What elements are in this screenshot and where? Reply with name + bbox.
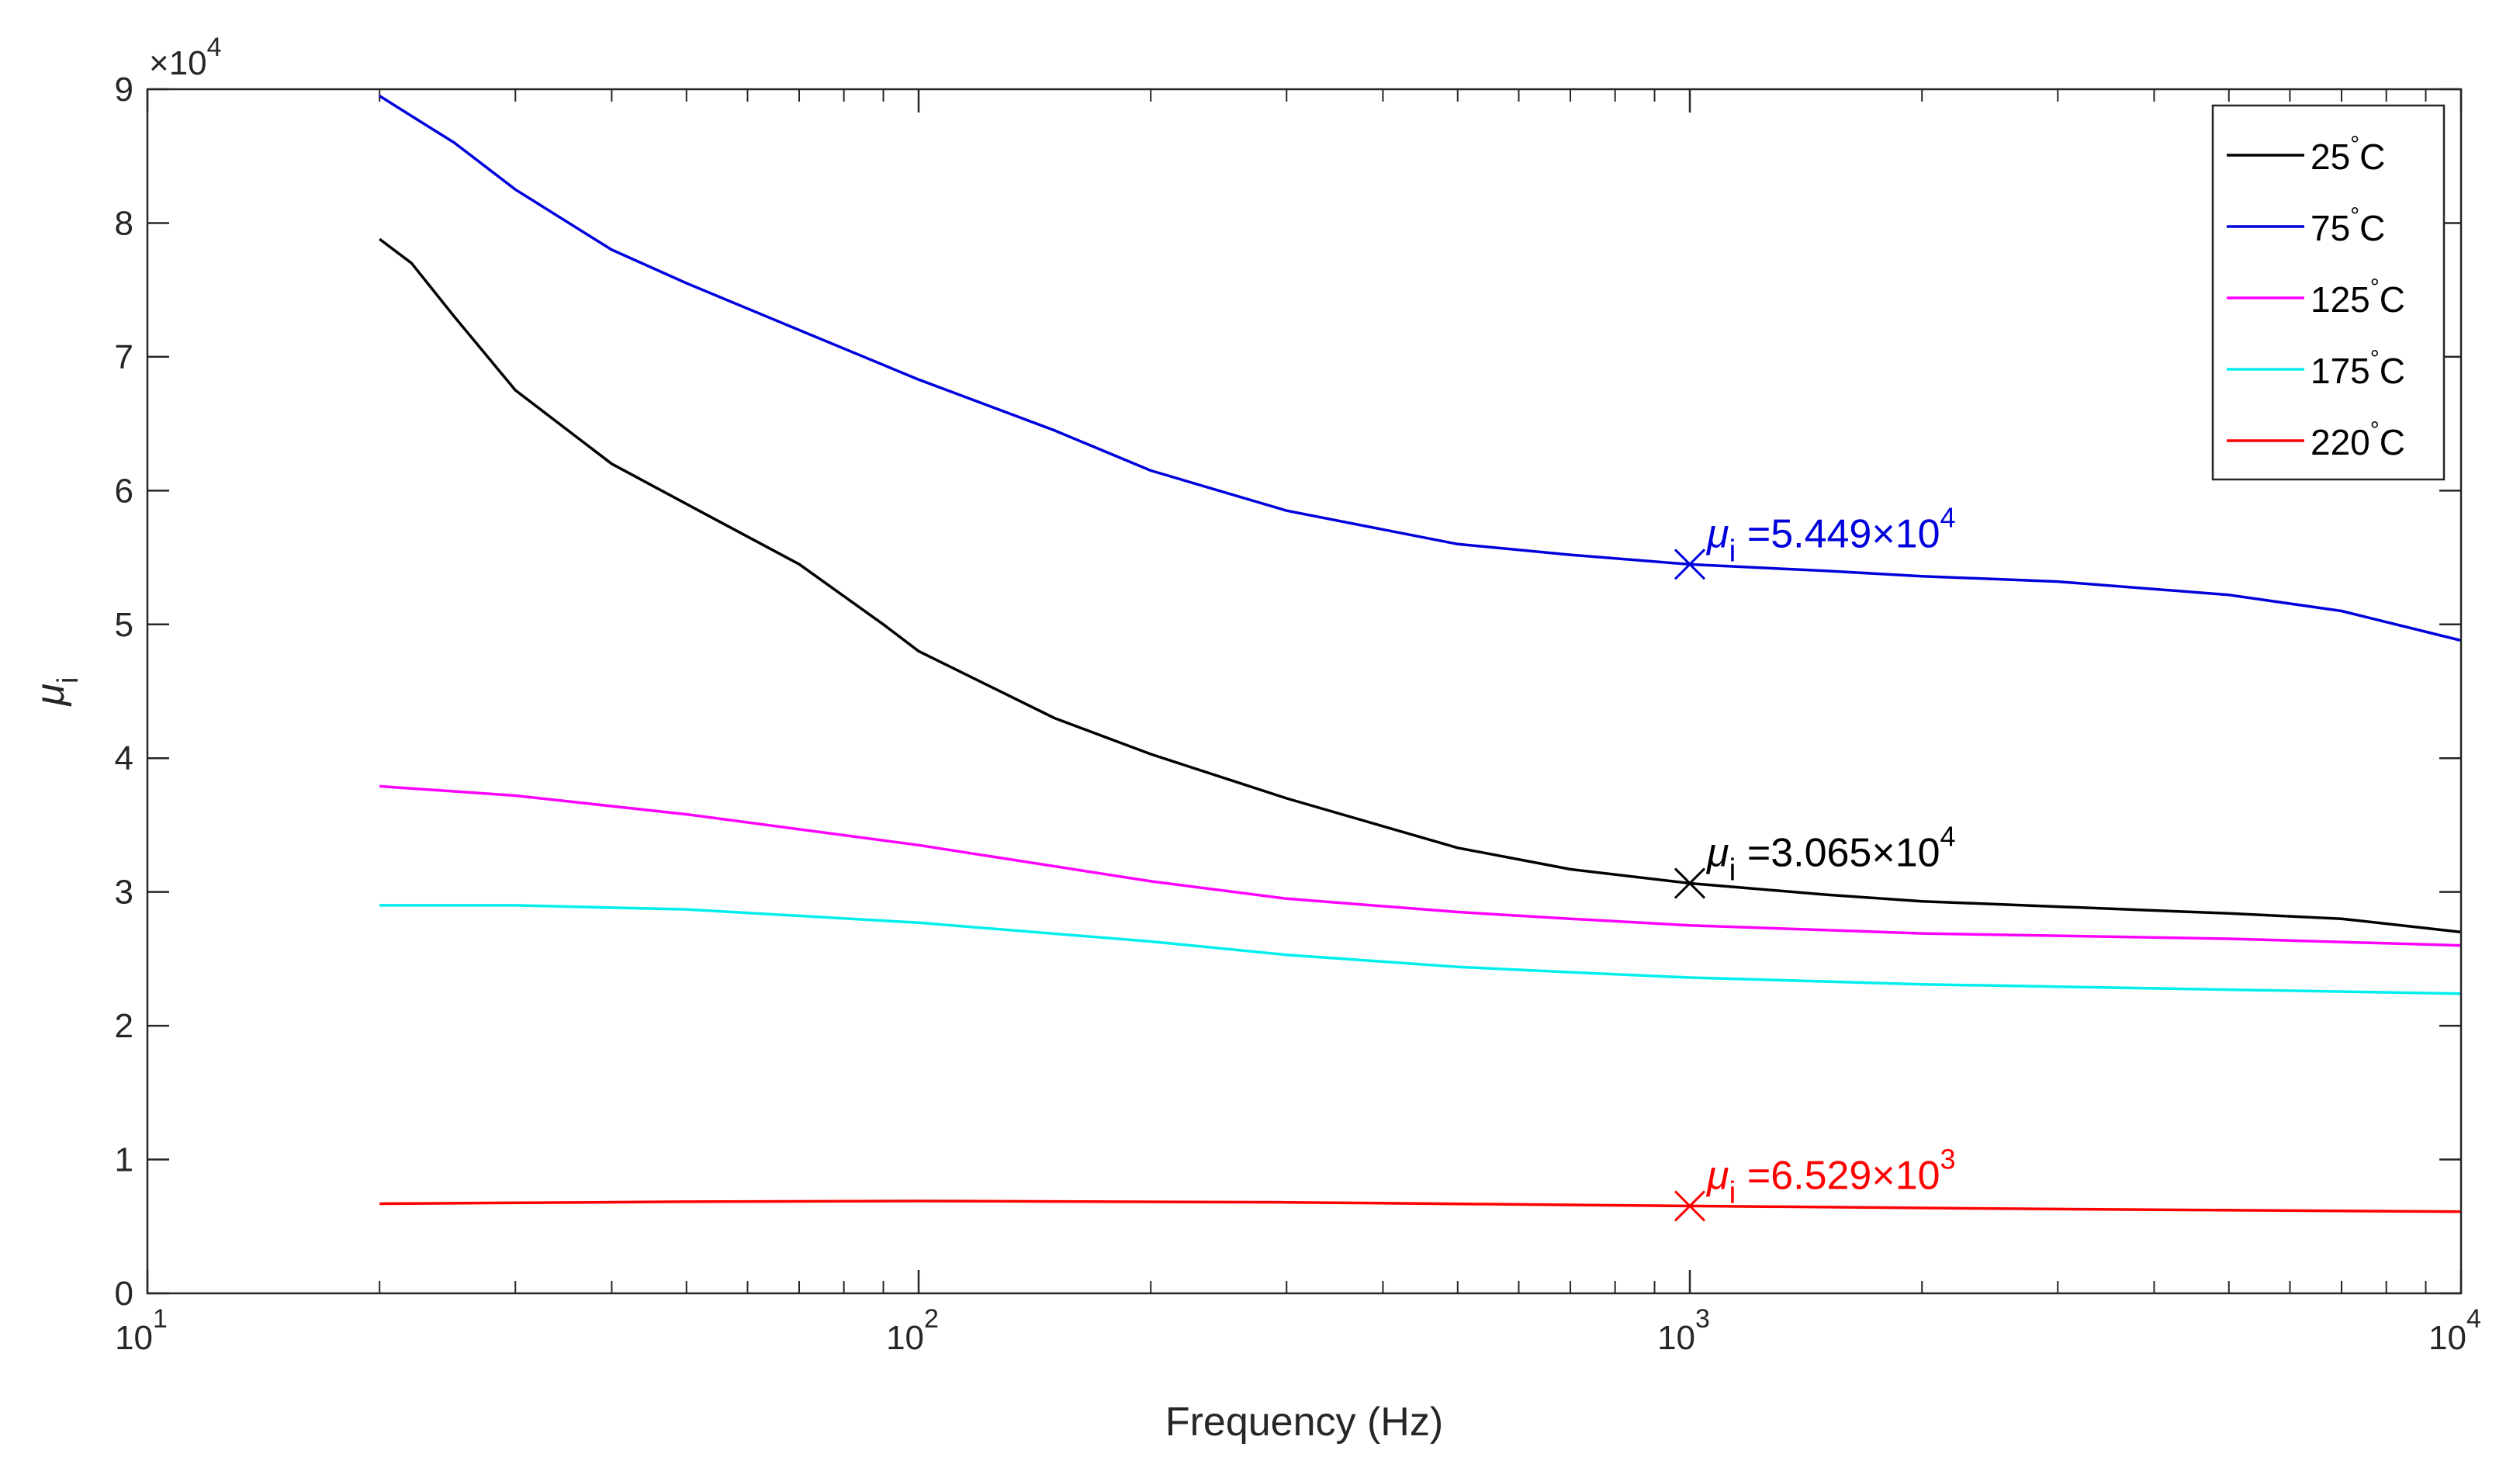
y-tick-label: 2 (115, 1007, 133, 1045)
legend-item: 220°C (2227, 417, 2405, 462)
x-tick-label: 104 (2428, 1304, 2481, 1357)
y-tick-label: 4 (115, 739, 133, 777)
series-layer (379, 95, 2462, 1213)
legend-item: 125°C (2227, 275, 2405, 320)
x-tick-label: 103 (1657, 1304, 1710, 1357)
series-line-25 (379, 237, 2462, 934)
y-tick-label: 1 (115, 1141, 133, 1179)
series-line-125 (379, 784, 2462, 947)
x-tick-label: 102 (886, 1304, 939, 1357)
series-line-75 (379, 95, 2462, 642)
y-tick-label: 6 (115, 472, 133, 510)
legend-label: 75°C (2311, 203, 2385, 248)
y-tick-label: 9 (115, 71, 133, 109)
legend-item: 75°C (2227, 203, 2385, 248)
legend-item: 25°C (2227, 132, 2385, 177)
legend-item: 175°C (2227, 346, 2405, 391)
annotation-label: μi =6.529×103 (1705, 1143, 1956, 1210)
annotations: μi =5.449×104 μi =3.065×104 μi =6.529×103 (1674, 501, 1956, 1222)
legend: 25°C 75°C 125°C 175°C 220°C (2211, 104, 2446, 481)
annotation-marker (1674, 1190, 1706, 1222)
legend-label: 25°C (2311, 132, 2385, 177)
y-multiplier-label: ×104 (149, 33, 222, 82)
plot-frame (146, 88, 2463, 1295)
y-tick-label: 0 (115, 1275, 133, 1313)
series-line-175 (379, 904, 2462, 995)
y-tick-label: 8 (115, 204, 133, 242)
y-tick-label: 7 (115, 338, 133, 376)
y-tick-label: 5 (115, 606, 133, 644)
legend-label: 125°C (2311, 275, 2405, 320)
annotation-marker (1674, 867, 1706, 899)
legend-label: 175°C (2311, 346, 2405, 391)
annotation-marker (1674, 549, 1706, 580)
y-axis-title: μi (28, 677, 85, 708)
plot-area (147, 89, 2461, 1293)
annotation-label: μi =5.449×104 (1705, 501, 1956, 568)
y-tick-label: 3 (115, 874, 133, 912)
x-axis-title: Frequency (Hz) (1165, 1400, 1443, 1445)
annotation-label: μi =3.065×104 (1705, 820, 1956, 887)
legend-label: 220°C (2311, 417, 2405, 462)
legend-box (2211, 104, 2446, 481)
series-line-220 (379, 1199, 2462, 1213)
